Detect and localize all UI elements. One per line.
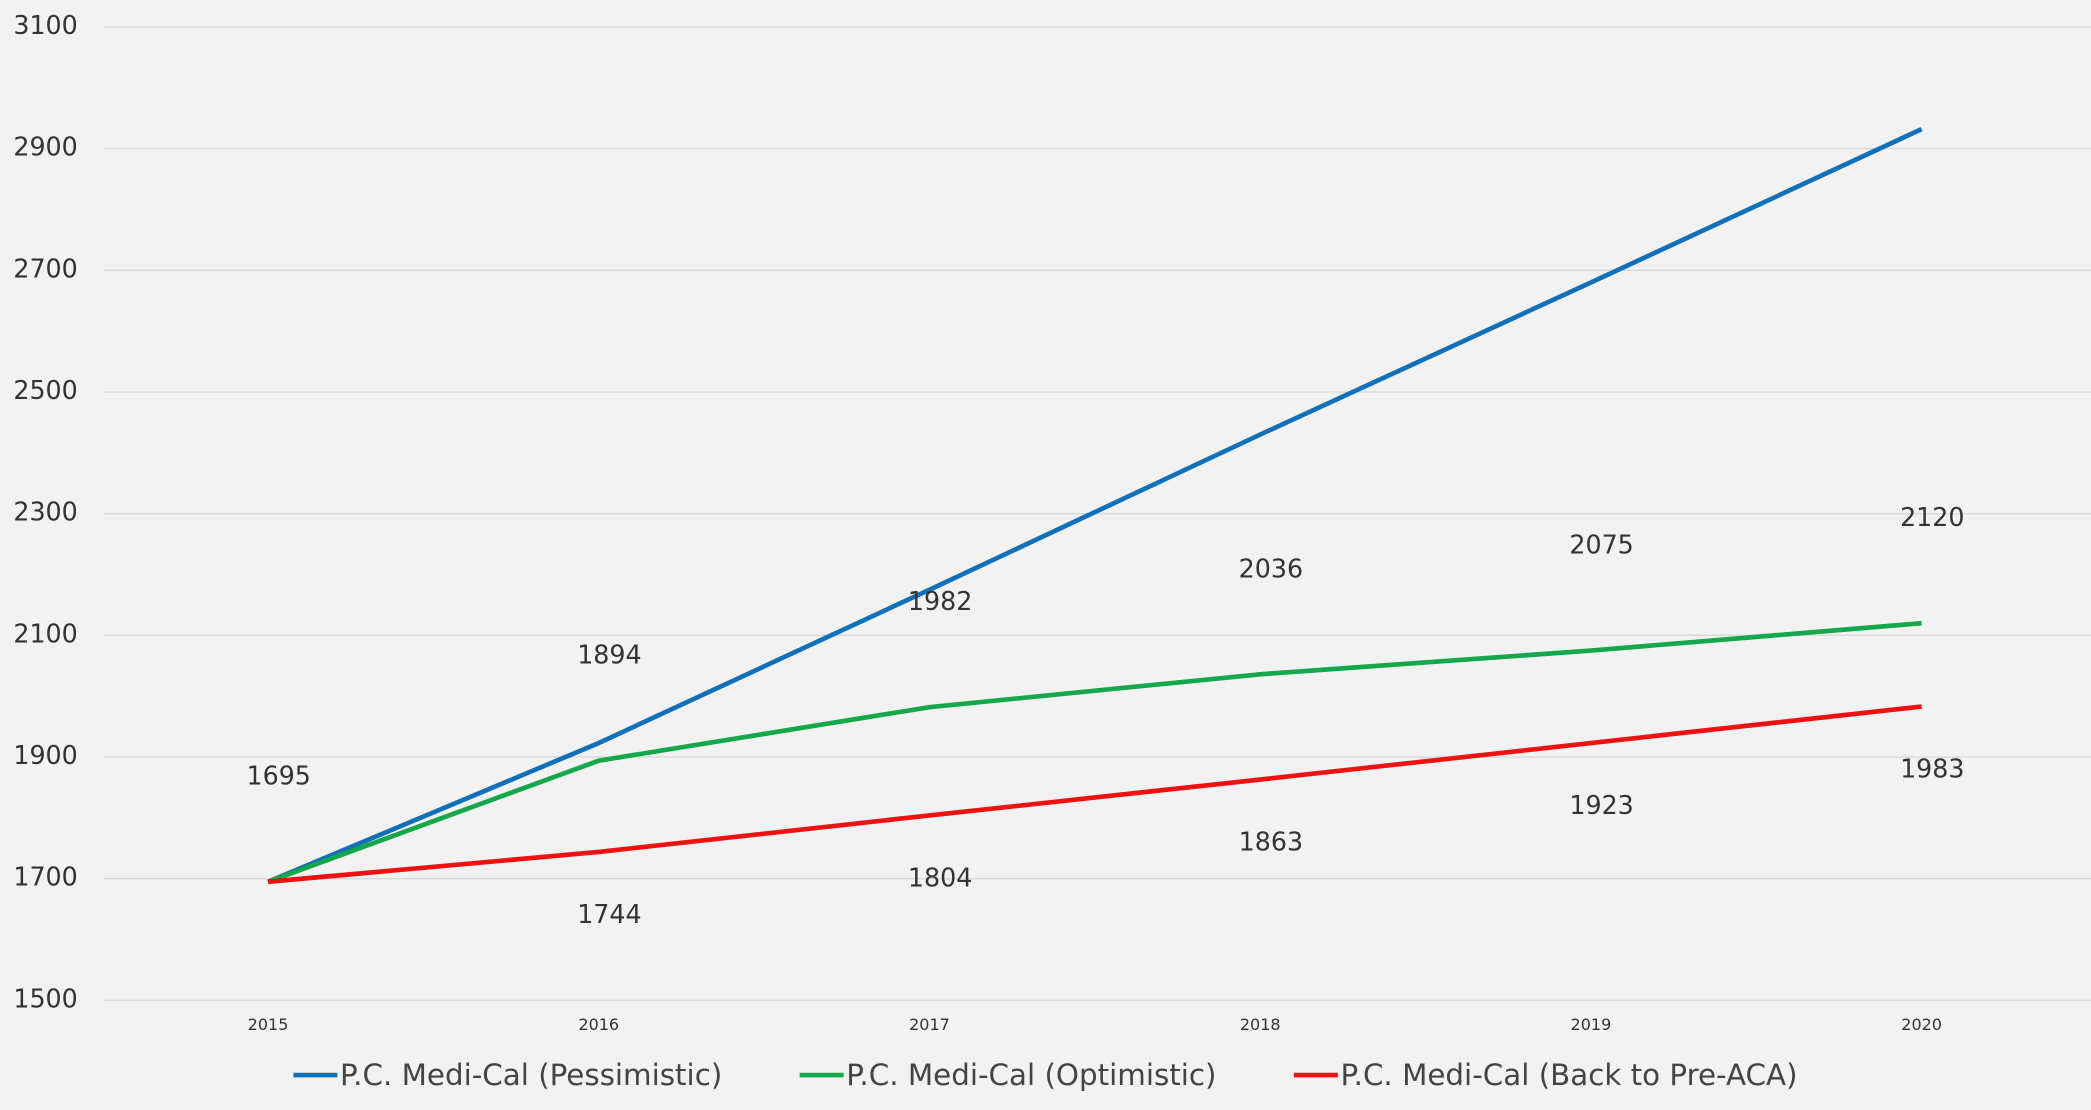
x-tick-label: 2018 [1240,1015,1281,1034]
data-label: 2036 [1239,553,1303,583]
legend-label: P.C. Medi-Cal (Pessimistic) [340,1058,722,1092]
series-line [267,127,1923,884]
series-line [267,704,1922,885]
legend-label: P.C. Medi-Cal (Back to Pre-ACA) [1341,1058,1798,1092]
data-label: 1923 [1569,790,1633,820]
data-label: 2120 [1900,502,1964,532]
data-label: 1695 [246,761,310,791]
y-tick-label: 2500 [13,375,77,405]
y-tick-label: 2300 [13,497,77,527]
y-tick-label: 1500 [13,983,77,1013]
y-tick-label: 2900 [13,132,77,162]
x-tick-label: 2015 [248,1015,289,1034]
series-line [267,620,1922,884]
x-tick-label: 2016 [578,1015,619,1034]
data-label: 1983 [1900,754,1964,784]
data-label: 1863 [1239,827,1303,857]
x-tick-label: 2020 [1901,1015,1942,1034]
y-tick-label: 1900 [13,740,77,770]
data-label: 1744 [577,899,641,929]
data-label: 1894 [577,640,641,670]
data-label: 2075 [1569,530,1633,560]
y-tick-label: 3100 [13,10,77,40]
x-tick-label: 2017 [909,1015,950,1034]
y-tick-label: 2100 [13,618,77,648]
y-tick-label: 2700 [13,253,77,283]
data-label: 1982 [908,586,972,616]
x-tick-label: 2019 [1571,1015,1612,1034]
y-tick-label: 1700 [13,862,77,892]
data-label: 1804 [908,862,972,892]
legend-label: P.C. Medi-Cal (Optimistic) [846,1058,1216,1092]
